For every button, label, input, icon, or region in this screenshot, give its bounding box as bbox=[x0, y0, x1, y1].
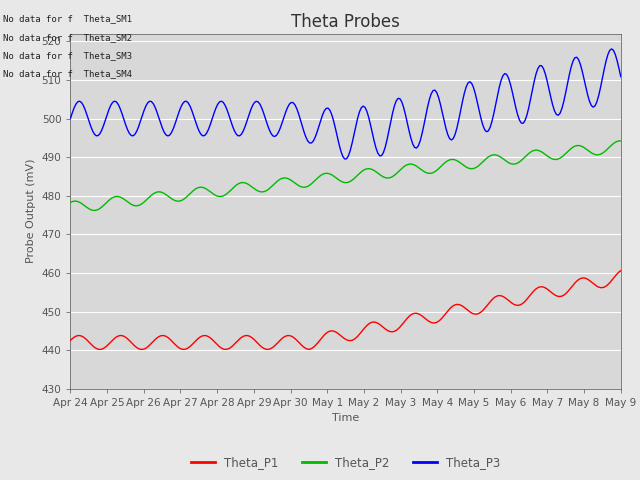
Text: No data for f  Theta_SM4: No data for f Theta_SM4 bbox=[3, 69, 132, 78]
Text: No data for f  Theta_SM3: No data for f Theta_SM3 bbox=[3, 51, 132, 60]
Text: No data for f  Theta_SM1: No data for f Theta_SM1 bbox=[3, 14, 132, 24]
Text: No data for f  Theta_SM2: No data for f Theta_SM2 bbox=[3, 33, 132, 42]
Legend: Theta_P1, Theta_P2, Theta_P3: Theta_P1, Theta_P2, Theta_P3 bbox=[186, 451, 505, 473]
X-axis label: Time: Time bbox=[332, 413, 359, 423]
Title: Theta Probes: Theta Probes bbox=[291, 12, 400, 31]
Y-axis label: Probe Output (mV): Probe Output (mV) bbox=[26, 159, 36, 264]
